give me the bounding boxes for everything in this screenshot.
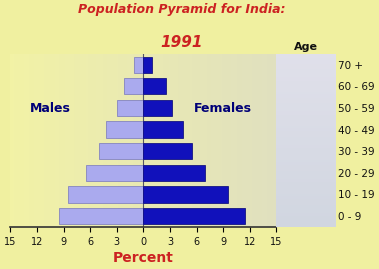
Text: Females: Females	[194, 102, 252, 115]
Bar	[59, 208, 143, 224]
Bar	[106, 122, 143, 138]
Bar	[117, 100, 143, 116]
Bar	[99, 143, 143, 159]
Bar	[143, 208, 245, 224]
Bar	[143, 165, 205, 181]
Bar	[68, 186, 143, 203]
Bar	[143, 143, 192, 159]
Text: 1991: 1991	[161, 35, 203, 50]
Bar	[143, 56, 152, 73]
Text: Population Pyramid for India:: Population Pyramid for India:	[78, 3, 286, 16]
Bar	[143, 100, 172, 116]
Text: Males: Males	[30, 102, 71, 115]
X-axis label: Percent: Percent	[113, 251, 174, 265]
Text: Age: Age	[294, 42, 318, 52]
Bar	[135, 56, 143, 73]
Bar	[143, 122, 183, 138]
Bar	[124, 78, 143, 94]
Bar	[143, 78, 166, 94]
Bar	[143, 186, 227, 203]
Bar	[86, 165, 143, 181]
